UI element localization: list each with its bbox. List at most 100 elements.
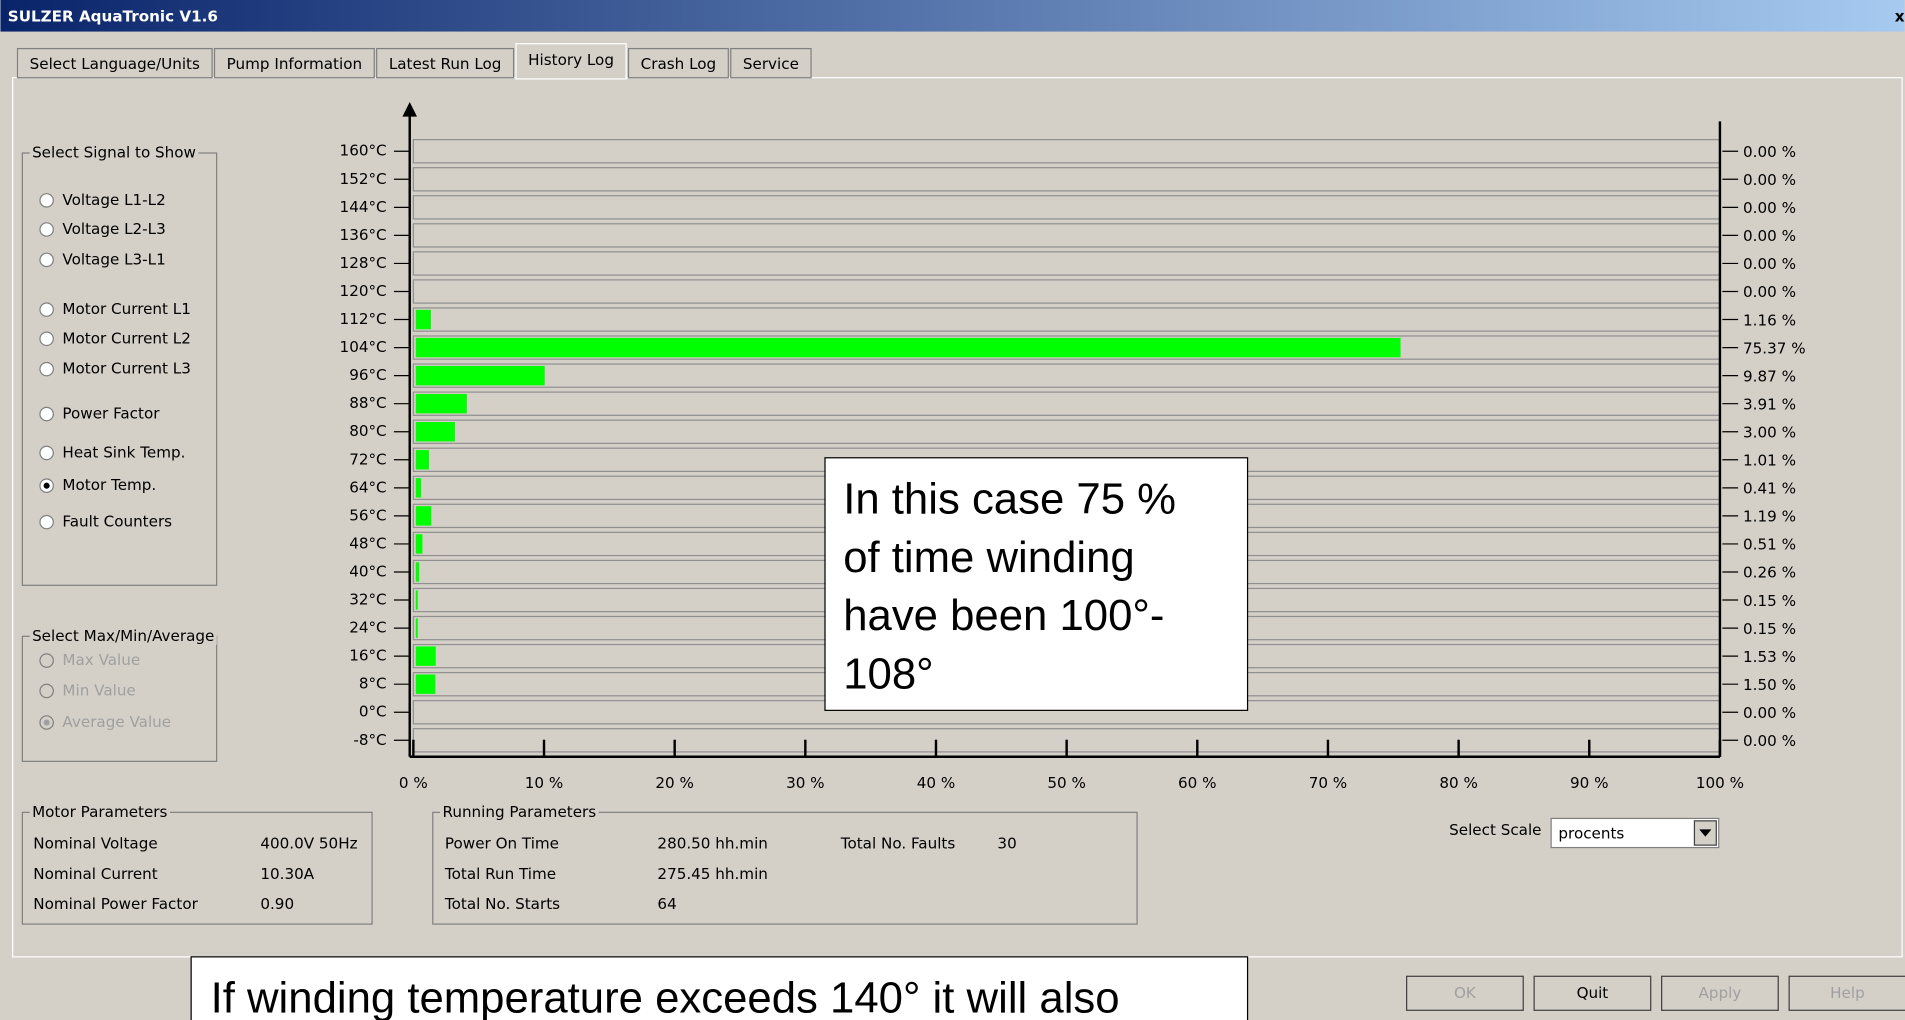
- param-value: 0.90: [260, 895, 294, 913]
- annotation-line: 108°: [843, 650, 933, 699]
- param-value: 400.0V 50Hz: [260, 834, 357, 852]
- bar: [415, 534, 423, 554]
- running-parameters-title-bg: [440, 802, 599, 821]
- value-label: 0.00 %: [1743, 143, 1796, 161]
- y-tick-label: 96°C: [349, 366, 386, 384]
- running-parameters-title: Running Parameters: [443, 803, 597, 821]
- value-label: 0.15 %: [1743, 620, 1796, 638]
- row-band: [412, 363, 1721, 388]
- value-label: 0.00 %: [1743, 283, 1796, 301]
- radio-button[interactable]: [39, 193, 54, 208]
- param-name: Nominal Current: [33, 865, 157, 883]
- x-tick-label: 20 %: [655, 774, 694, 792]
- param-name: Total Run Time: [444, 865, 556, 883]
- radio-label: Fault Counters: [62, 513, 172, 531]
- bar: [415, 450, 429, 470]
- radio-button[interactable]: [39, 222, 54, 237]
- mode-group-title-bg: [29, 626, 217, 645]
- y-tick-label: 112°C: [340, 310, 387, 328]
- radio-label: Voltage L1-L2: [62, 191, 165, 209]
- x-tick-label: 10 %: [525, 774, 564, 792]
- y-tick-label: 48°C: [349, 534, 386, 552]
- value-label: 0.26 %: [1743, 564, 1796, 582]
- annotation-line: have been 100°-: [843, 591, 1164, 640]
- y-tick-label: 136°C: [340, 226, 387, 244]
- radio-button[interactable]: [39, 406, 54, 422]
- param-name: Total No. Faults: [840, 834, 956, 852]
- radio-button[interactable]: [39, 331, 54, 347]
- value-label: 1.16 %: [1743, 311, 1796, 329]
- radio-button: [39, 653, 54, 668]
- radio-label: Motor Temp.: [62, 476, 156, 494]
- motor-parameters: [21, 811, 373, 925]
- x-tick-label: 70 %: [1309, 774, 1348, 792]
- tab[interactable]: [16, 47, 213, 79]
- button: [1406, 975, 1524, 1011]
- signal-group-title-bg: [29, 143, 199, 162]
- value-label: 0.51 %: [1743, 536, 1796, 554]
- tab-label: Latest Run Log: [389, 55, 502, 73]
- tab[interactable]: [730, 47, 812, 79]
- tab[interactable]: [213, 47, 375, 79]
- button-label: OK: [1454, 984, 1477, 1002]
- y-tick-label: 64°C: [349, 478, 386, 496]
- radio-button[interactable]: [39, 302, 54, 317]
- y-tick-label: -8°C: [353, 731, 386, 749]
- scale-value: procents: [1558, 825, 1624, 843]
- x-tick-label: 40 %: [917, 774, 956, 792]
- tab-label: Service: [743, 55, 799, 73]
- scale-dropdown[interactable]: [1550, 817, 1720, 849]
- running-parameters: [432, 811, 1138, 925]
- close-button[interactable]: x: [1895, 8, 1905, 26]
- button-label: Apply: [1699, 984, 1742, 1002]
- button: [1661, 975, 1779, 1011]
- tab[interactable]: [376, 47, 515, 79]
- radio-label: Power Factor: [62, 405, 160, 423]
- radio-button[interactable]: [39, 445, 54, 461]
- tab-label: Crash Log: [641, 55, 717, 73]
- row-band: [412, 419, 1721, 444]
- y-tick-label: 16°C: [349, 647, 386, 665]
- bar: [415, 646, 436, 666]
- annotation-box: [824, 457, 1249, 711]
- y-tick-label: 24°C: [349, 619, 386, 637]
- row-band: [412, 195, 1721, 220]
- value-label: 0.00 %: [1743, 732, 1796, 750]
- radio-button[interactable]: [39, 514, 54, 530]
- radio-label: Average Value: [62, 713, 171, 731]
- x-tick-label: 90 %: [1570, 774, 1609, 792]
- x-tick-label: 50 %: [1047, 774, 1086, 792]
- value-label: 0.00 %: [1743, 255, 1796, 273]
- footer-note: If winding temperature exceeds 140° it w…: [211, 974, 1120, 1020]
- param-value: 30: [997, 834, 1016, 852]
- tab[interactable]: [515, 43, 627, 80]
- button-label: Help: [1830, 984, 1865, 1002]
- y-tick-label: 152°C: [340, 170, 387, 188]
- motor-parameters-title-bg: [29, 802, 170, 821]
- footer-note-box: [190, 956, 1249, 1020]
- radio-label: Min Value: [62, 681, 135, 699]
- param-name: Power On Time: [445, 834, 559, 852]
- param-value: 64: [657, 895, 676, 913]
- bar: [415, 365, 545, 386]
- bar: [415, 674, 436, 694]
- param-value: 275.45 hh.min: [657, 865, 767, 883]
- bar: [415, 393, 467, 414]
- bar: [415, 309, 431, 330]
- motor-parameters-title: Motor Parameters: [32, 803, 167, 821]
- value-label: 0.41 %: [1743, 480, 1796, 498]
- row-band: [412, 391, 1721, 416]
- tab[interactable]: [627, 47, 729, 79]
- y-tick-label: 40°C: [349, 562, 386, 580]
- y-tick-label: 160°C: [340, 142, 387, 160]
- param-name: Nominal Voltage: [33, 834, 157, 852]
- radio-label: Motor Current L2: [62, 329, 190, 347]
- radio-button[interactable]: [39, 361, 54, 377]
- y-tick-label: 80°C: [349, 422, 386, 440]
- button[interactable]: [1533, 975, 1652, 1011]
- radio-label: Motor Current L3: [62, 360, 190, 378]
- annotation-line: of time winding: [843, 533, 1135, 582]
- radio-button[interactable]: [39, 252, 54, 268]
